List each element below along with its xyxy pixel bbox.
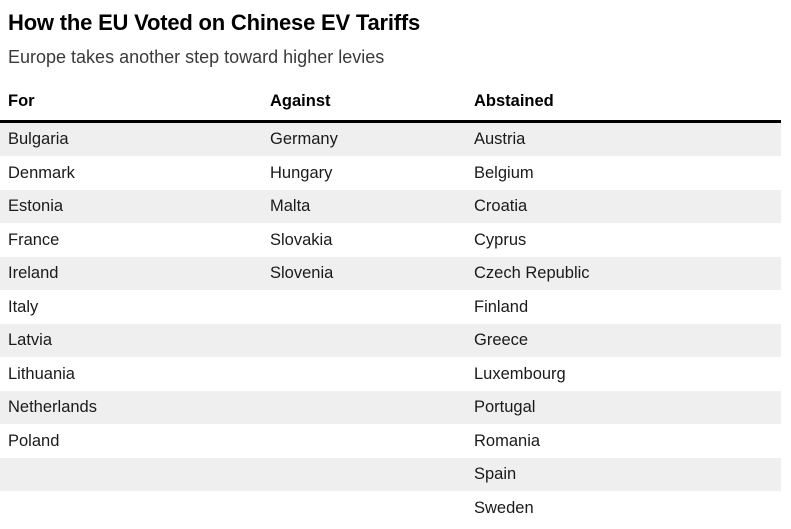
table-cell: France — [8, 230, 60, 249]
table-cell: Greece — [474, 331, 529, 350]
table-cell: Germany — [270, 130, 338, 149]
table-row: Poland Romania — [0, 424, 781, 458]
table-cell: Bulgaria — [8, 130, 69, 149]
table-cell: Slovakia — [270, 230, 333, 249]
table-cell: Lithuania — [8, 364, 75, 383]
table-cell: Portugal — [474, 398, 536, 417]
table-body: Bulgaria Germany Austria Denmark Hungary Belg… — [0, 122, 781, 525]
table-cell: Malta — [270, 197, 311, 216]
table-cell: Denmark — [8, 163, 75, 182]
table-row: Netherlands Portugal — [0, 390, 781, 425]
table-row: Bulgaria Germany Austria — [0, 122, 781, 157]
column-header-abstained: Abstained — [474, 91, 554, 110]
table-row: Spain — [0, 457, 781, 492]
vote-table: For Against Abstained Bulgaria Germany Aus… — [0, 92, 781, 525]
table-cell: Luxembourg — [474, 364, 566, 383]
table-cell: Romania — [474, 431, 541, 450]
table-cell: Cyprus — [474, 230, 527, 249]
table-cell: Spain — [474, 465, 517, 484]
table-row: Denmark Hungary Belgium — [0, 156, 781, 190]
table-cell: Belgium — [474, 163, 534, 182]
table-row: Sweden — [0, 491, 781, 525]
table-row: Latvia Greece — [0, 323, 781, 358]
table-row: Lithuania Luxembourg — [0, 357, 781, 391]
table-cell: Netherlands — [8, 398, 97, 417]
table-cell: Estonia — [8, 197, 64, 216]
table-cell: Austria — [474, 130, 526, 149]
table-cell: Slovenia — [270, 264, 334, 283]
table-row: Ireland Slovenia Czech Republic — [0, 256, 781, 291]
table-cell: Ireland — [8, 264, 59, 283]
chart-subtitle: Europe takes another step toward higher … — [8, 47, 385, 68]
table-cell: Hungary — [270, 163, 333, 182]
table-cell: Czech Republic — [474, 264, 590, 283]
table-header-row: For Against Abstained — [0, 92, 781, 123]
table-row: Italy Finland — [0, 290, 781, 324]
table-cell: Croatia — [474, 197, 528, 216]
table-cell: Italy — [8, 297, 39, 316]
column-header-against: Against — [270, 91, 331, 110]
table-row: Estonia Malta Croatia — [0, 189, 781, 224]
table-row: France Slovakia Cyprus — [0, 223, 781, 257]
table-cell: Latvia — [8, 331, 53, 350]
table-cell: Sweden — [474, 498, 534, 517]
table-cell: Finland — [474, 297, 529, 316]
column-header-for: For — [8, 91, 35, 110]
chart-title: How the EU Voted on Chinese EV Tariffs — [8, 10, 421, 35]
table-cell: Poland — [8, 431, 60, 450]
